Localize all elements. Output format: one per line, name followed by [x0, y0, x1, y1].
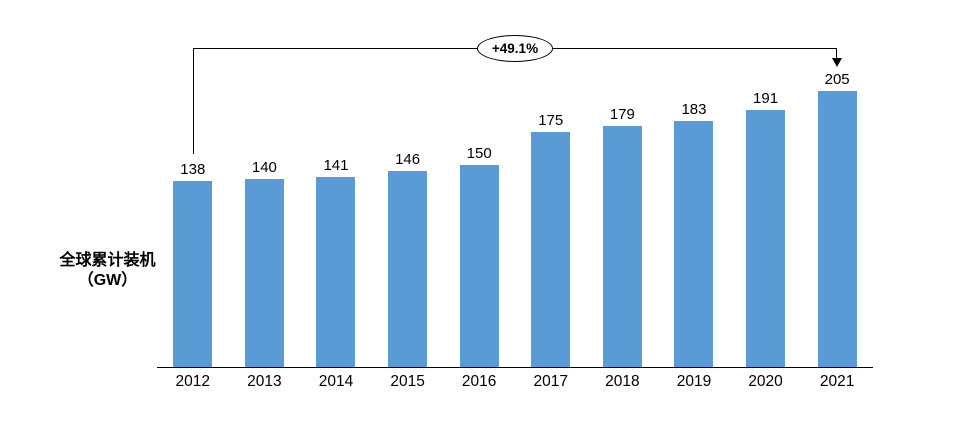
x-axis-labels: 2012 2013 2014 2015 2016 2017 2018 2019 2020 2021	[157, 373, 873, 391]
bar	[173, 181, 213, 367]
bar	[674, 120, 714, 367]
y-axis-title-line2: （GW）	[77, 272, 138, 289]
annotation-connector-right	[835, 48, 838, 59]
bar-value-label: 205	[824, 71, 850, 89]
bar-value-label: 191	[753, 90, 779, 108]
bar-group: 140	[229, 159, 301, 367]
bar-value-label: 183	[681, 100, 707, 118]
bar	[531, 131, 571, 367]
x-axis-label: 2020	[748, 373, 783, 390]
x-axis-label: 2021	[819, 373, 855, 390]
growth-annotation-label: +49.1%	[491, 41, 539, 56]
bar-value-label: 146	[395, 150, 421, 168]
bar-value-label: 140	[251, 158, 277, 176]
bar	[316, 177, 356, 367]
bar	[459, 165, 499, 367]
annotation-connector-left	[193, 48, 195, 154]
growth-annotation-badge: +49.1%	[477, 35, 553, 62]
bar-group: 179	[587, 106, 659, 367]
x-axis-label: 2012	[175, 373, 211, 390]
bar-value-label: 179	[609, 106, 635, 124]
bar-group: 146	[372, 151, 444, 367]
bar-value-label: 138	[180, 161, 206, 179]
bar	[602, 126, 642, 367]
x-axis-label: 2016	[461, 373, 497, 390]
x-axis-label: 2017	[533, 373, 568, 390]
annotation-arrowhead-icon	[831, 58, 842, 67]
bar	[388, 170, 428, 367]
bar-value-label: 175	[538, 111, 564, 129]
bar-value-label: 150	[466, 145, 492, 163]
bar	[746, 110, 786, 367]
bar-group: 175	[515, 112, 587, 367]
x-axis-label: 2013	[247, 373, 282, 390]
plot-area: 138 140 141 146 150 175 179 183 191 205	[157, 0, 873, 368]
x-axis-label: 2015	[390, 373, 425, 390]
x-axis-label: 2014	[318, 373, 354, 390]
bar-group: 183	[658, 101, 730, 367]
x-axis-label: 2018	[605, 373, 640, 390]
bar-group: 150	[443, 145, 515, 367]
y-axis-title-line1: 全球累计装机	[59, 252, 156, 269]
x-axis-label: 2019	[676, 373, 712, 390]
bar-group: 141	[300, 157, 372, 367]
bar-series: 138 140 141 146 150 175 179 183 191 205	[157, 0, 873, 367]
bar-group: 191	[730, 90, 802, 367]
y-axis-title: 全球累计装机 （GW）	[30, 251, 185, 291]
bar	[244, 178, 284, 367]
bar-value-label: 141	[323, 157, 349, 175]
bar	[817, 91, 857, 367]
bar-group: 205	[801, 71, 873, 367]
bar-group: 138	[157, 161, 229, 367]
